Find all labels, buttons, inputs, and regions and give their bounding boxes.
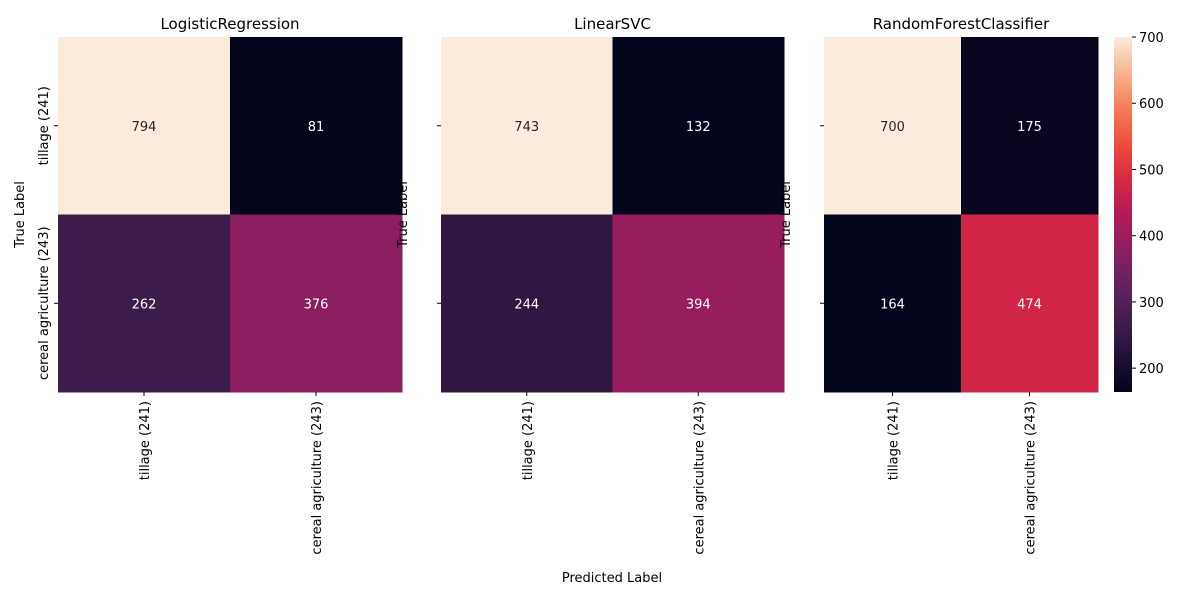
cell-value-label: 394 xyxy=(686,297,711,312)
colorbar: 200 300 400 500 600 700 xyxy=(1114,31,1164,392)
y-axis-label: True Label xyxy=(396,181,411,249)
y-tick-label: tillage (241) xyxy=(37,86,52,165)
heatmap-cell xyxy=(58,214,231,393)
cell-value-label: 164 xyxy=(880,297,905,312)
cell-value-label: 244 xyxy=(514,297,539,312)
heatmap-cell xyxy=(824,37,962,215)
colorbar-tick-label: 600 xyxy=(1139,97,1164,112)
heatmap-cell xyxy=(230,214,403,393)
heatmap-cell xyxy=(441,214,613,393)
cell-value-label: 474 xyxy=(1017,297,1042,312)
panel-title: LinearSVC xyxy=(574,15,651,33)
cell-value-label: 376 xyxy=(304,297,329,312)
heatmap-cell xyxy=(824,214,962,393)
y-tick-label: cereal agriculture (243) xyxy=(37,226,52,380)
x-tick-label: cereal agriculture (243) xyxy=(692,401,707,555)
cell-value-label: 743 xyxy=(514,120,539,135)
cell-value-label: 175 xyxy=(1017,120,1042,135)
panel-title: LogisticRegression xyxy=(160,15,299,33)
heatmap-cell xyxy=(961,214,1099,393)
heatmap-cell xyxy=(961,37,1099,215)
heatmap-cell xyxy=(441,37,613,215)
x-tick-label: tillage (241) xyxy=(887,401,902,480)
x-axis-label: Predicted Label xyxy=(562,571,662,586)
cell-value-label: 794 xyxy=(132,120,157,135)
heatmap-cell xyxy=(612,37,785,215)
x-tick-label: tillage (241) xyxy=(138,401,153,480)
y-axis-label: True Label xyxy=(13,181,28,249)
heatmap-cell xyxy=(230,37,403,215)
colorbar-tick-label: 500 xyxy=(1139,163,1164,178)
x-tick-label: cereal agriculture (243) xyxy=(1024,401,1039,555)
cell-value-label: 132 xyxy=(686,120,711,135)
panel-title: RandomForestClassifier xyxy=(873,15,1050,33)
colorbar-tick-label: 200 xyxy=(1139,362,1164,377)
cell-value-label: 700 xyxy=(880,120,905,135)
x-tick-label: cereal agriculture (243) xyxy=(310,401,325,555)
cell-value-label: 81 xyxy=(308,120,325,135)
heatmap-panel: LogisticRegression 794 81 262 376 tillage (24… xyxy=(13,15,403,555)
heatmap-panel: RandomForestClassifier 700 175 164 474 tillag… xyxy=(779,15,1099,555)
x-tick-label: tillage (241) xyxy=(521,401,536,480)
heatmap-cell xyxy=(58,37,231,215)
heatmap-cell xyxy=(612,214,785,393)
colorbar-tick-label: 300 xyxy=(1139,296,1164,311)
colorbar-tick-label: 700 xyxy=(1139,31,1164,46)
y-axis-label: True Label xyxy=(779,181,794,249)
colorbar-tick-label: 400 xyxy=(1139,230,1164,245)
heatmap-panel: LinearSVC 743 132 244 394 tillage (241) cereal… xyxy=(396,15,785,555)
colorbar-gradient xyxy=(1114,37,1132,392)
cell-value-label: 262 xyxy=(132,297,157,312)
